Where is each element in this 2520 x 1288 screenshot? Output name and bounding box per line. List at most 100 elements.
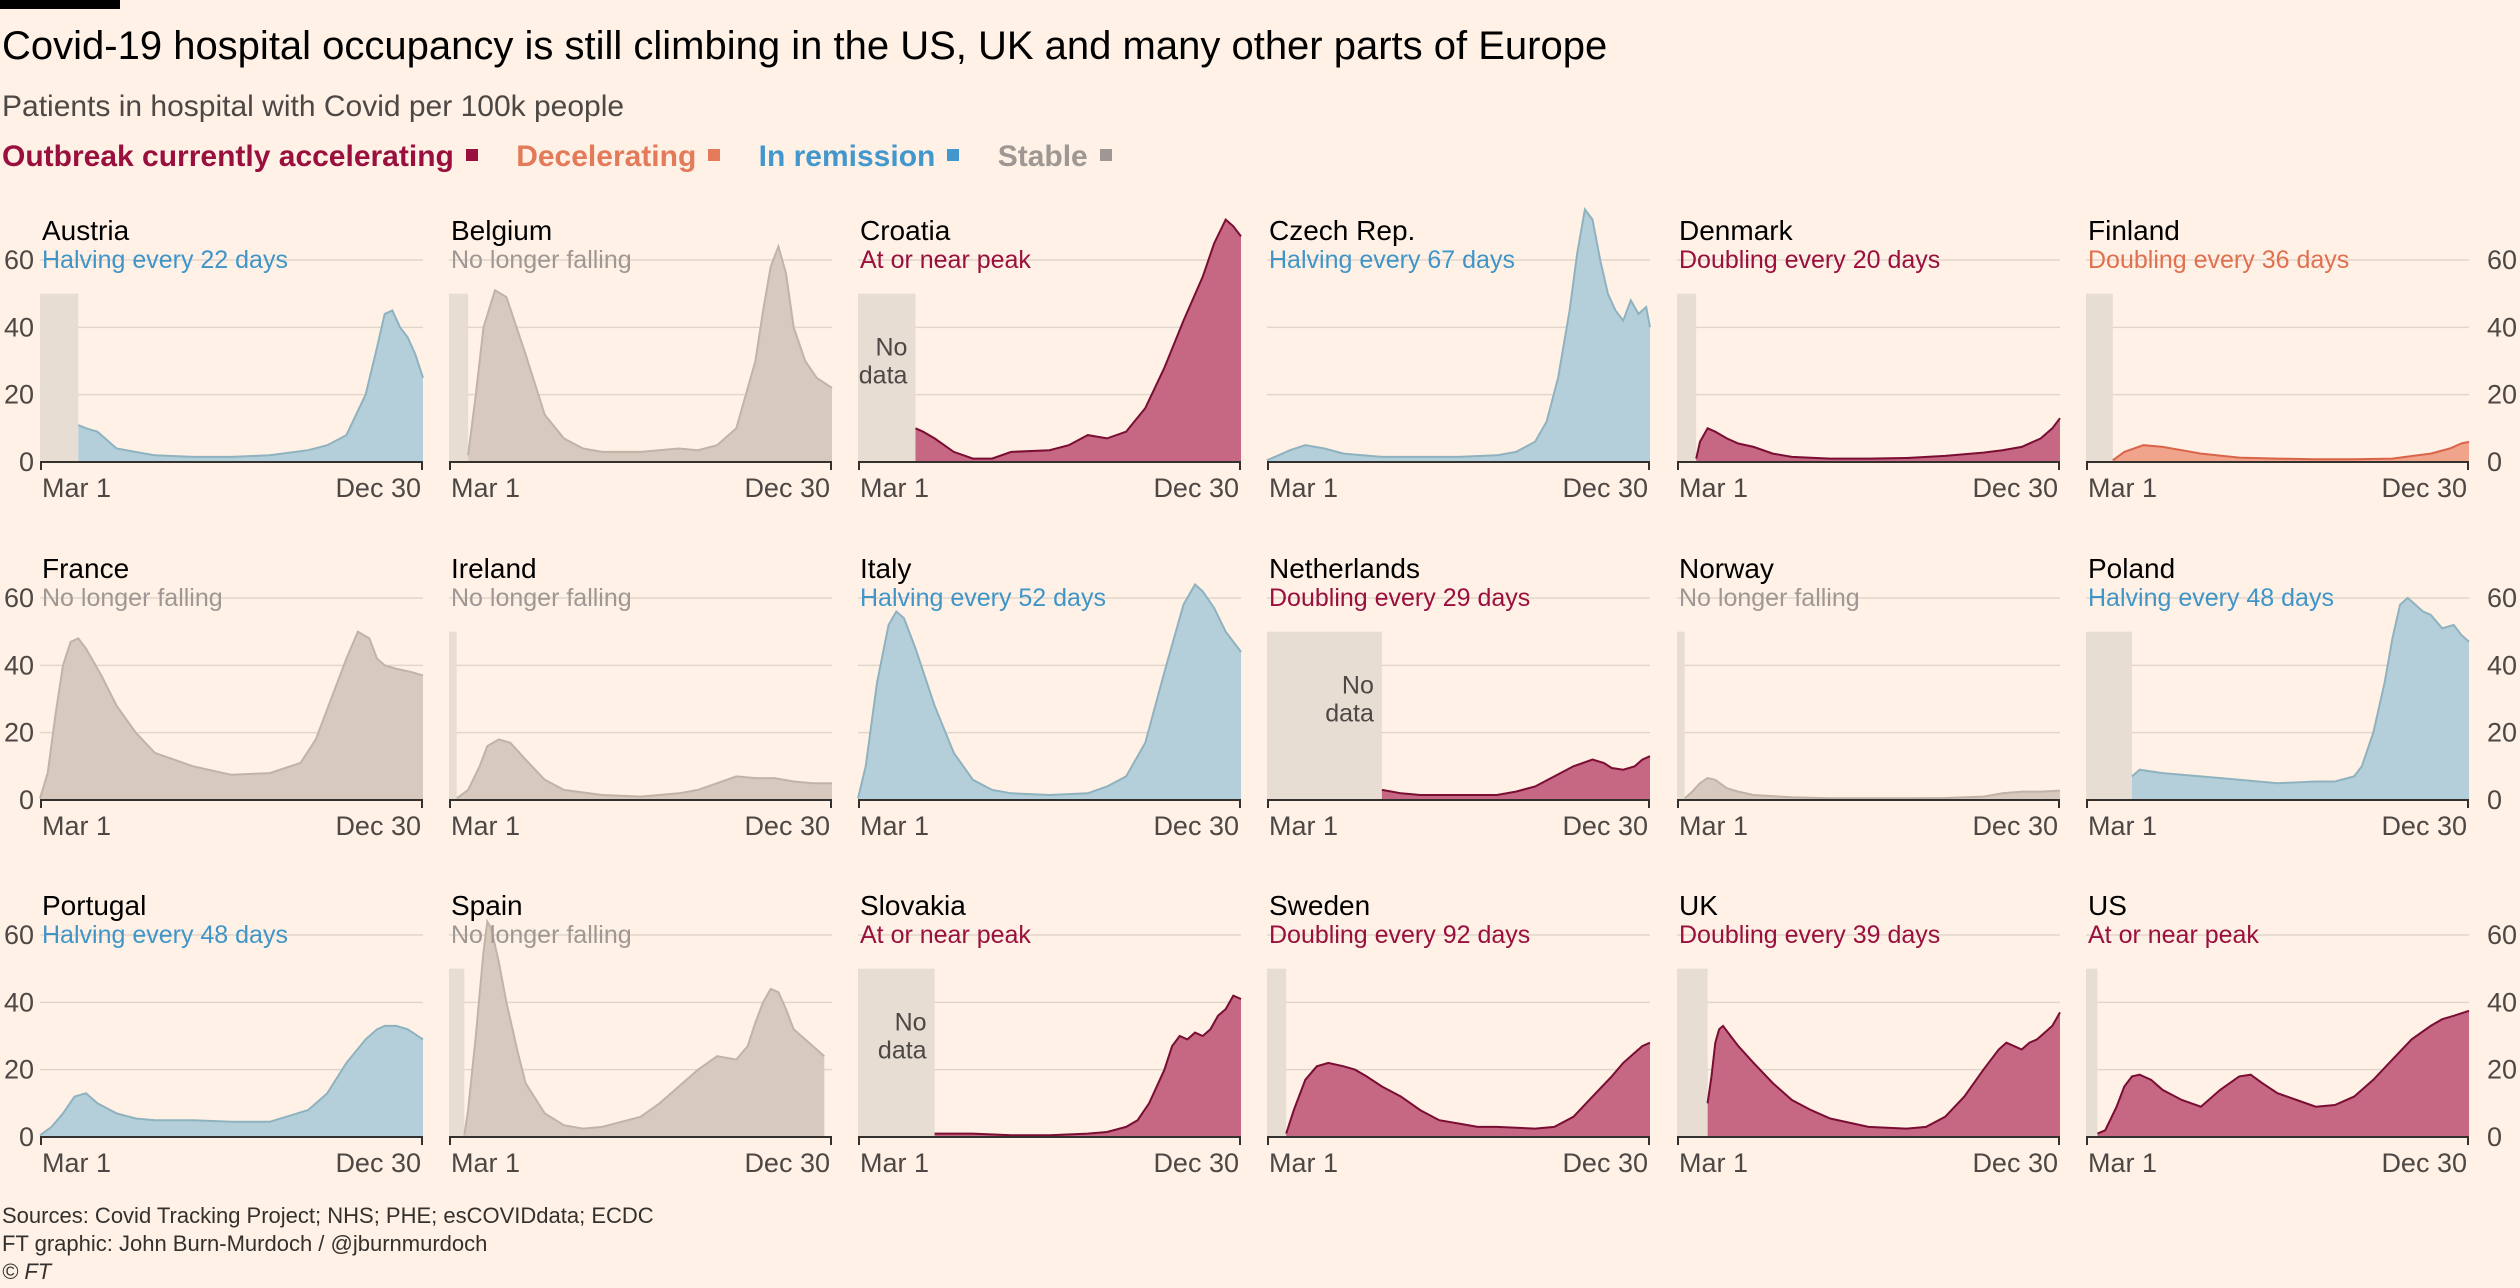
legend-item-decelerating: Decelerating [516, 140, 721, 173]
panel-status: At or near peak [2088, 921, 2259, 949]
legend-swatch [465, 149, 478, 162]
panel-title: Denmark [1679, 215, 1794, 246]
x-tick-label-start: Mar 1 [1679, 1148, 1748, 1178]
x-tick-label-end: Dec 30 [2381, 473, 2467, 503]
panel-title: Norway [1679, 553, 1774, 584]
panel-status: Halving every 67 days [1269, 246, 1515, 274]
x-tick-label-start: Mar 1 [451, 1148, 520, 1178]
panel-title: Poland [2088, 553, 2175, 584]
y-tick-label-left: 20 [4, 380, 34, 410]
no-data-label: No [1342, 672, 1374, 700]
x-tick-label-end: Dec 30 [335, 1148, 421, 1178]
panel-title: Croatia [860, 215, 951, 246]
no-data-region [2086, 968, 2098, 1137]
no-data-label: data [878, 1037, 927, 1065]
y-tick-label-right: 0 [2487, 447, 2502, 477]
panel-status: Doubling every 39 days [1679, 921, 1940, 949]
series-line [39, 1024, 424, 1137]
x-tick-label-end: Dec 30 [1153, 811, 1239, 841]
x-tick-label-start: Mar 1 [1269, 1148, 1338, 1178]
x-tick-label-end: Dec 30 [1972, 1148, 2058, 1178]
x-tick-label-end: Dec 30 [1562, 811, 1648, 841]
series-line [1285, 1041, 1651, 1134]
chart-title: Covid-19 hospital occupancy is still cli… [2, 24, 1608, 68]
legend-label: Stable [997, 140, 1088, 173]
x-tick-label-end: Dec 30 [744, 811, 830, 841]
panel-status: Halving every 52 days [860, 584, 1106, 612]
y-tick-label-right: 40 [2487, 650, 2517, 680]
panel-status: At or near peak [860, 246, 1031, 274]
series-line [463, 918, 825, 1136]
series-area-poland [2131, 598, 2469, 800]
panel-title: Ireland [451, 553, 537, 584]
panel-title: France [42, 553, 129, 584]
legend-swatch [1099, 149, 1112, 162]
x-tick-label-end: Dec 30 [1972, 811, 2058, 841]
panel-title: Slovakia [860, 890, 966, 921]
panel-title: Italy [860, 553, 911, 584]
y-tick-label-right: 40 [2487, 987, 2517, 1017]
series-line [1266, 207, 1651, 462]
panel-status: Halving every 48 days [42, 921, 288, 949]
y-tick-label-right: 0 [2487, 785, 2502, 815]
x-tick-label-start: Mar 1 [1679, 811, 1748, 841]
y-tick-label-right: 40 [2487, 312, 2517, 342]
x-tick-label-end: Dec 30 [1153, 1148, 1239, 1178]
y-tick-label-right: 0 [2487, 1122, 2502, 1152]
no-data-region [858, 968, 935, 1137]
y-tick-label-left: 60 [4, 920, 34, 950]
series-line [2097, 1009, 2470, 1135]
series-line [1381, 755, 1651, 796]
no-data-region [449, 293, 469, 462]
y-tick-label-left: 20 [4, 1055, 34, 1085]
series-line [1684, 777, 2061, 800]
credit-line: FT graphic: John Burn-Murdoch / @jburnmu… [2, 1231, 488, 1256]
panel-status: Halving every 48 days [2088, 584, 2334, 612]
series-area-norway [1684, 778, 2060, 800]
series-line [1706, 1011, 2061, 1130]
ft-top-bar [0, 0, 120, 9]
x-tick-label-start: Mar 1 [2088, 1148, 2157, 1178]
no-data-region [858, 293, 916, 462]
series-area-portugal [40, 1025, 423, 1137]
panel-title: Czech Rep. [1269, 215, 1415, 246]
series-area-austria [78, 310, 424, 462]
series-line [39, 630, 424, 799]
no-data-region [1677, 293, 1697, 462]
x-tick-label-end: Dec 30 [1153, 473, 1239, 503]
x-tick-label-start: Mar 1 [42, 1148, 111, 1178]
series-line [857, 582, 1242, 799]
x-tick-label-start: Mar 1 [860, 473, 929, 503]
series-line [2131, 596, 2470, 785]
panel-status: At or near peak [860, 921, 1031, 949]
series-line [1695, 417, 2061, 460]
panel-title: UK [1679, 890, 1718, 921]
x-tick-label-end: Dec 30 [1562, 473, 1648, 503]
y-tick-label-left: 0 [19, 785, 34, 815]
y-tick-label-left: 40 [4, 312, 34, 342]
y-tick-label-right: 20 [2487, 380, 2517, 410]
y-tick-label-right: 60 [2487, 245, 2517, 275]
y-tick-label-right: 20 [2487, 718, 2517, 748]
panel-status: Halving every 22 days [42, 246, 288, 274]
x-tick-label-end: Dec 30 [744, 1148, 830, 1178]
x-tick-label-end: Dec 30 [744, 473, 830, 503]
panel-status: Doubling every 29 days [1269, 584, 1530, 612]
y-tick-label-right: 60 [2487, 583, 2517, 613]
y-tick-label-right: 20 [2487, 1055, 2517, 1085]
panel-title: Portugal [42, 890, 146, 921]
x-tick-label-start: Mar 1 [451, 473, 520, 503]
no-data-label: data [859, 362, 908, 390]
x-tick-label-start: Mar 1 [860, 811, 929, 841]
y-tick-label-left: 60 [4, 583, 34, 613]
panel-status: Doubling every 20 days [1679, 246, 1940, 274]
x-tick-label-end: Dec 30 [1562, 1148, 1648, 1178]
series-line [77, 309, 424, 458]
panel-status: Doubling every 36 days [2088, 246, 2349, 274]
x-tick-label-start: Mar 1 [1679, 473, 1748, 503]
x-tick-label-start: Mar 1 [1269, 473, 1338, 503]
no-data-region [2086, 293, 2113, 462]
x-tick-label-start: Mar 1 [2088, 811, 2157, 841]
no-data-region [1267, 968, 1287, 1137]
